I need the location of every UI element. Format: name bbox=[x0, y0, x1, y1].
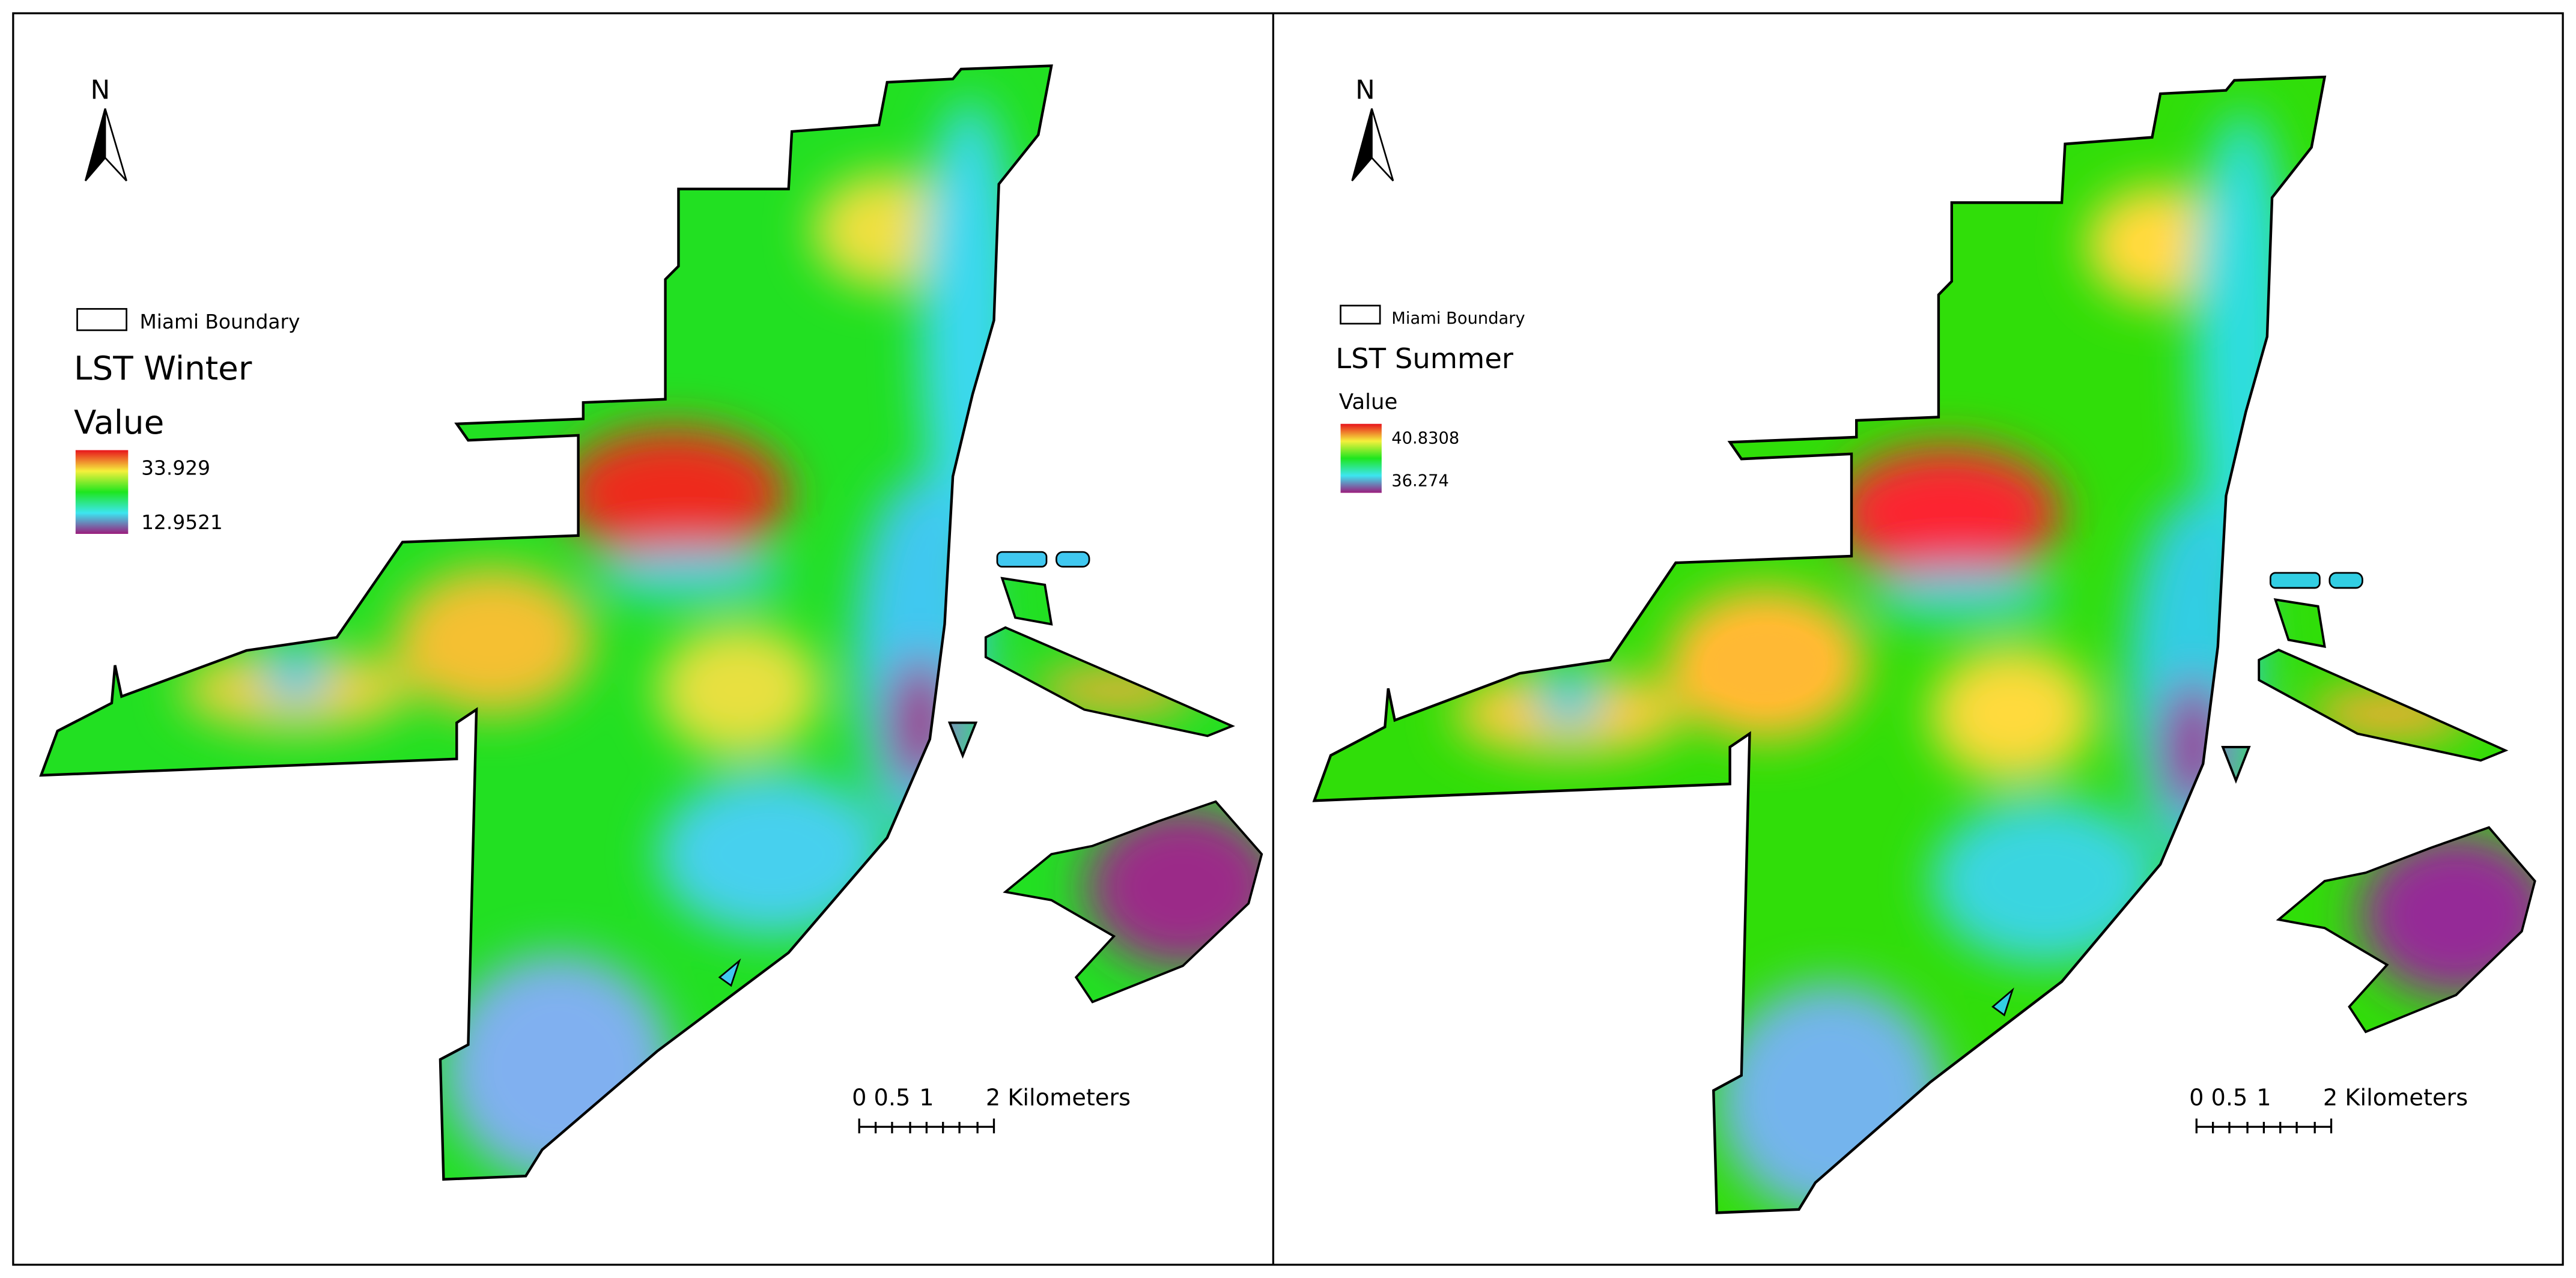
panel-summer: N Miami Boundary LST Summer Value 40.830… bbox=[1273, 10, 2554, 1278]
boundary-swatch bbox=[1340, 304, 1381, 325]
legend-boundary: Miami Boundary bbox=[139, 310, 300, 333]
legend-high: 40.8308 bbox=[1391, 429, 1459, 448]
scale-label: 1 bbox=[2256, 1085, 2271, 1112]
legend-low: 12.9521 bbox=[141, 511, 223, 534]
scale-label: 0 bbox=[2189, 1085, 2204, 1112]
boundary-swatch bbox=[76, 307, 127, 332]
legend-heading: Value bbox=[74, 403, 164, 441]
legend-low: 36.274 bbox=[1391, 472, 1449, 491]
north-label: N bbox=[90, 74, 110, 105]
north-label: N bbox=[1355, 74, 1375, 105]
legend-boundary: Miami Boundary bbox=[1391, 309, 1525, 328]
scale-label: 0.5 bbox=[2211, 1085, 2248, 1112]
scale-label: 0.5 bbox=[874, 1085, 911, 1112]
legend-ramp bbox=[75, 450, 129, 534]
panel-winter: N Miami Boundary LST Winter Value 33.929… bbox=[0, 0, 1281, 1278]
north-arrow bbox=[1371, 108, 1394, 181]
north-arrow bbox=[1351, 108, 1373, 181]
scale-bar: 0 0.5 1 2 Kilometers bbox=[2189, 1085, 2468, 1134]
frame bbox=[12, 12, 2564, 1266]
legend-ramp bbox=[1340, 423, 1382, 493]
north-arrow bbox=[84, 108, 106, 181]
scale-label: 2 Kilometers bbox=[986, 1085, 1131, 1112]
north-arrow bbox=[104, 108, 127, 181]
scale-bar: 0 0.5 1 2 Kilometers bbox=[852, 1085, 1131, 1134]
scale-label: 1 bbox=[919, 1085, 934, 1112]
legend-heading: Value bbox=[1339, 390, 1398, 414]
legend-title: LST Winter bbox=[74, 349, 252, 387]
legend-high: 33.929 bbox=[141, 457, 210, 480]
scale-label: 0 bbox=[852, 1085, 866, 1112]
scale-label: 2 Kilometers bbox=[2323, 1085, 2468, 1112]
legend-title: LST Summer bbox=[1335, 342, 1514, 375]
